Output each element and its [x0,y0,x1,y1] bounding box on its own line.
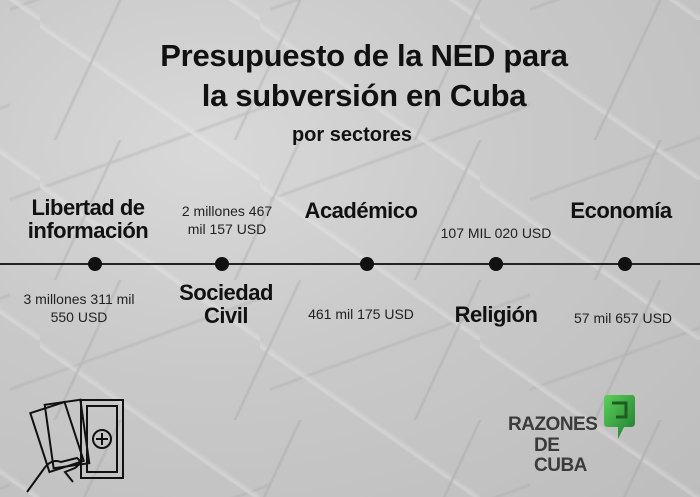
title-line-1: Presupuesto de la NED para [160,38,568,73]
money-hand-icon [26,398,124,493]
sector-name-academico: Académico [304,198,418,223]
sector-name-line: Sociedad [179,280,273,305]
timeline-line [0,263,700,265]
speech-bubble-icon [604,395,635,439]
amount-line: mil 157 USD [187,221,267,237]
sector-name-sociedad: Sociedad Civil [179,281,273,327]
title-line-2: la subversión en Cuba [201,78,527,113]
timeline-dot [618,257,632,271]
logo-text-line: RAZONES [508,414,598,435]
sector-amount-libertad: 3 millones 311 mil 550 USD [23,290,134,326]
sector-amount-academico: 461 mil 175 USD [308,306,414,322]
logo-text-line: DE CUBA [534,435,587,476]
amount-line: 550 USD [50,309,108,325]
timeline-dot [88,257,102,271]
sector-name-line: información [27,218,149,243]
timeline-dot [360,257,374,271]
timeline-dot [489,257,503,271]
subtitle: por sectores [291,124,413,146]
page-title: Presupuesto de la NED para la subversión… [160,36,568,116]
amount-line: 3 millones 311 mil [23,291,135,307]
sector-name-religion: Religión [454,302,538,327]
sector-name-line: Libertad de [31,195,145,220]
timeline-dot [215,257,229,271]
sector-amount-religion: 107 MIL 020 USD [440,225,552,241]
sector-name-line: Civil [204,303,248,328]
amount-line: 2 millones 467 [181,203,273,219]
sector-name-libertad: Libertad de información [27,195,149,243]
sector-amount-sociedad: 2 millones 467 mil 157 USD [182,202,272,238]
sector-name-economia: Economía [570,198,672,223]
sector-amount-economia: 57 mil 657 USD [573,310,673,326]
